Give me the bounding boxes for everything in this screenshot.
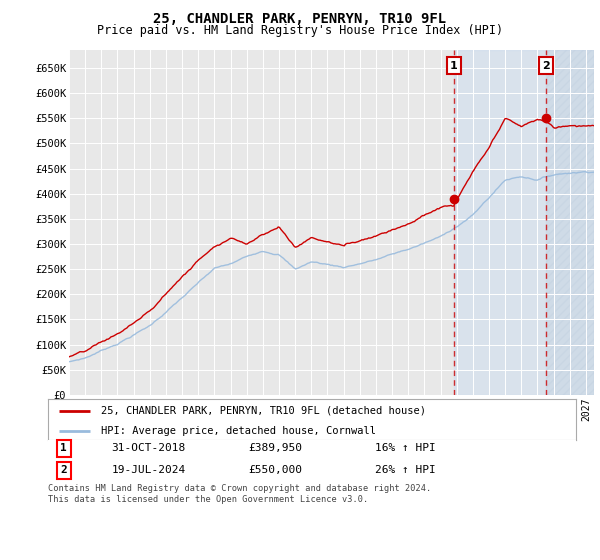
Text: 25, CHANDLER PARK, PENRYN, TR10 9FL (detached house): 25, CHANDLER PARK, PENRYN, TR10 9FL (det… [101, 405, 426, 416]
Bar [454, 50, 594, 395]
Bar [546, 50, 594, 395]
Text: £550,000: £550,000 [248, 465, 302, 475]
Text: 25, CHANDLER PARK, PENRYN, TR10 9FL: 25, CHANDLER PARK, PENRYN, TR10 9FL [154, 12, 446, 26]
Text: 1: 1 [450, 60, 458, 71]
Text: Contains HM Land Registry data © Crown copyright and database right 2024.
This d: Contains HM Land Registry data © Crown c… [48, 484, 431, 504]
Text: 19-JUL-2024: 19-JUL-2024 [112, 465, 185, 475]
Text: HPI: Average price, detached house, Cornwall: HPI: Average price, detached house, Corn… [101, 426, 376, 436]
Text: 26% ↑ HPI: 26% ↑ HPI [376, 465, 436, 475]
Text: 2: 2 [61, 465, 67, 475]
Text: 1: 1 [61, 444, 67, 454]
Text: 31-OCT-2018: 31-OCT-2018 [112, 444, 185, 454]
Text: Price paid vs. HM Land Registry's House Price Index (HPI): Price paid vs. HM Land Registry's House … [97, 24, 503, 37]
Text: 16% ↑ HPI: 16% ↑ HPI [376, 444, 436, 454]
Text: £389,950: £389,950 [248, 444, 302, 454]
Text: 2: 2 [542, 60, 550, 71]
